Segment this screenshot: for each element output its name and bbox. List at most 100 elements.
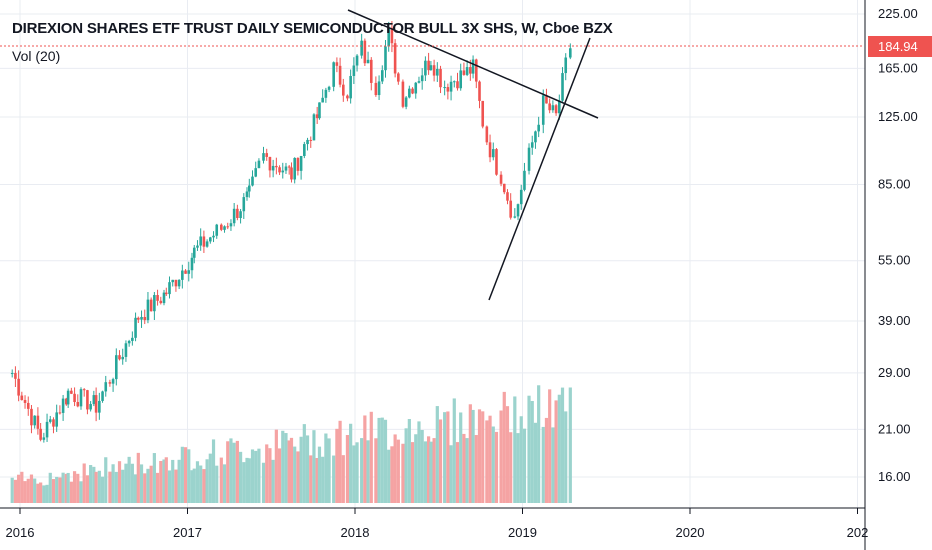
- volume-bar: [17, 474, 21, 503]
- volume-bar: [363, 415, 367, 503]
- candle-body: [82, 389, 86, 391]
- volume-bar: [42, 485, 46, 503]
- candle-body: [290, 167, 293, 180]
- volume-bar: [208, 453, 212, 503]
- candlesticks: [10, 21, 572, 443]
- volume-bar: [277, 448, 282, 503]
- y-tick-label: 125.00: [878, 109, 918, 124]
- candle-body: [23, 399, 27, 403]
- candle-body: [338, 65, 342, 85]
- candle-body: [254, 168, 258, 177]
- volume-bar: [39, 482, 43, 503]
- candle-body: [164, 292, 168, 295]
- volume-bar: [229, 438, 233, 503]
- volume-bar: [121, 469, 125, 503]
- candle-body: [474, 59, 478, 82]
- candle-body: [397, 73, 400, 82]
- time-axis[interactable]: 2016 2017 2018 2019 2020 202: [6, 508, 869, 540]
- volume-bar: [219, 457, 223, 503]
- volume-bar: [355, 442, 359, 503]
- candle-body: [156, 295, 159, 301]
- volume-bar: [432, 438, 436, 503]
- volume-bar: [377, 417, 381, 503]
- support-trendline[interactable]: [488, 37, 591, 301]
- volume-bar: [235, 440, 239, 503]
- candle-body: [257, 160, 261, 169]
- volume-bar: [177, 459, 181, 503]
- candle-body: [366, 59, 370, 64]
- volume-bar: [133, 474, 138, 503]
- candle-body: [184, 270, 187, 274]
- candle-body: [446, 87, 450, 92]
- candle-body: [199, 236, 202, 246]
- volume-bar: [257, 448, 261, 503]
- candle-body: [527, 147, 531, 171]
- volume-bar: [505, 406, 510, 503]
- volume-bar: [407, 419, 411, 503]
- volume-bar: [171, 459, 175, 503]
- volume-indicator-label[interactable]: Vol (20): [12, 48, 61, 64]
- candle-body: [465, 67, 469, 75]
- trendlines: [347, 9, 599, 301]
- candle-body: [519, 189, 523, 205]
- candle-body: [58, 412, 62, 414]
- volume-bar: [215, 465, 219, 503]
- volume-bar: [58, 477, 62, 503]
- volume-bar: [183, 447, 188, 503]
- volume-bar: [471, 409, 475, 503]
- candle-body: [131, 337, 134, 341]
- x-tick-label: 2020: [676, 525, 705, 540]
- volume-bar: [387, 449, 391, 503]
- candle-body: [239, 211, 242, 219]
- candle-body: [551, 105, 555, 111]
- candle-body: [281, 170, 285, 173]
- volume-bar: [13, 479, 18, 503]
- candle-body: [242, 197, 246, 212]
- volume-bar: [332, 455, 336, 503]
- candle-body: [98, 400, 101, 413]
- volume-bar: [390, 446, 394, 503]
- price-axis[interactable]: 225.00 165.00 125.00 85.00 55.00 39.00 29.00 21…: [878, 6, 918, 484]
- candle-body: [42, 437, 46, 440]
- volume-bar: [494, 431, 499, 503]
- volume-bar: [305, 435, 310, 503]
- candle-body: [352, 65, 356, 76]
- volume-bar: [509, 432, 513, 503]
- candle-body: [469, 67, 472, 74]
- volume-bar: [488, 415, 492, 503]
- candle-body: [332, 62, 335, 87]
- volume-bar: [548, 389, 552, 503]
- volume-bar: [51, 479, 56, 503]
- resistance-trendline[interactable]: [347, 9, 599, 119]
- candle-body: [516, 204, 520, 217]
- volume-bar: [164, 457, 168, 503]
- candle-body: [417, 81, 421, 83]
- candle-body: [177, 279, 181, 287]
- candle-body: [232, 208, 236, 224]
- volume-bar: [554, 400, 558, 503]
- y-tick-label: 29.00: [878, 365, 911, 380]
- last-price-badge: 184.94: [868, 36, 932, 57]
- y-tick-label: 16.00: [878, 469, 911, 484]
- volume-bar: [187, 449, 191, 503]
- candle-body: [159, 300, 163, 304]
- candle-body: [48, 419, 52, 422]
- volume-bar: [97, 470, 101, 503]
- volume-bar: [205, 459, 209, 503]
- candle-body: [86, 390, 89, 410]
- volume-bar: [429, 441, 433, 503]
- candle-body: [309, 139, 313, 141]
- volume-bar: [111, 464, 115, 503]
- candle-body: [443, 87, 446, 89]
- candle-body: [462, 70, 466, 75]
- volume-bar: [245, 457, 249, 503]
- volume-bar: [557, 394, 561, 503]
- candle-body: [404, 97, 408, 107]
- volume-bar: [499, 410, 503, 503]
- volume-bar: [335, 428, 339, 503]
- candle-body: [52, 419, 55, 427]
- candle-body: [471, 59, 475, 74]
- volume-bar: [455, 442, 460, 503]
- candle-body: [369, 59, 373, 83]
